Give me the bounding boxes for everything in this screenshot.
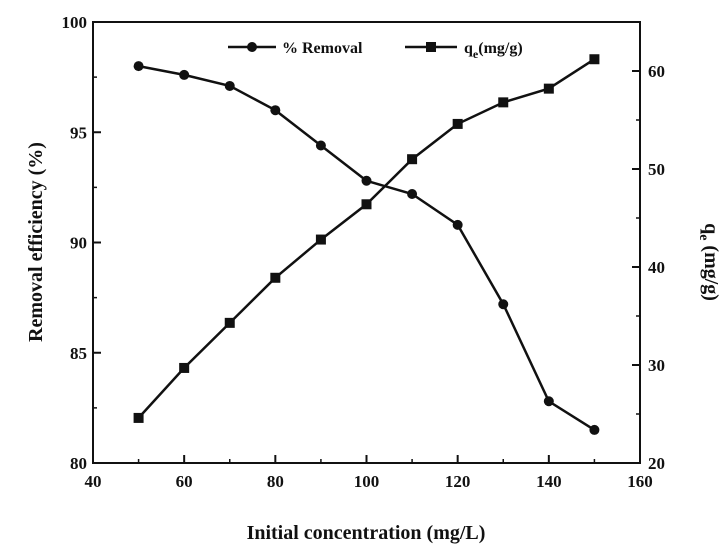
data-point-removal — [270, 105, 281, 116]
data-point-removal — [589, 424, 600, 435]
plot-frame — [92, 21, 641, 464]
data-point-qe — [179, 362, 190, 373]
y-left-tick-label: 80 — [70, 454, 87, 473]
y-left-tick-label: 90 — [70, 234, 87, 253]
x-tick-label: 40 — [85, 472, 102, 491]
data-point-qe — [224, 317, 235, 328]
y-right-tick-label: 20 — [648, 454, 665, 473]
series-layer — [133, 54, 600, 435]
x-tick-label: 80 — [267, 472, 284, 491]
y-left-tick-label: 95 — [70, 123, 87, 142]
data-point-removal — [315, 140, 326, 151]
data-point-qe — [589, 54, 600, 65]
data-point-removal — [543, 396, 554, 407]
legend: % Removal qe(mg/g) — [228, 40, 523, 61]
y-left-tick-label: 100 — [62, 13, 88, 32]
data-point-removal — [452, 219, 463, 230]
x-tick-label: 120 — [445, 472, 471, 491]
data-point-removal — [407, 188, 418, 199]
legend-qe-label: qe(mg/g) — [464, 40, 523, 61]
data-point-removal — [179, 69, 190, 80]
y-right-tick-label: 40 — [648, 258, 665, 277]
y-axis-right-title: qe (mg/g) — [696, 223, 722, 301]
x-tick-label: 160 — [627, 472, 653, 491]
ticks-layer: 40 60 80 100 120 140 160 80 85 90 95 100 20 30 40 50 60 — [62, 13, 666, 491]
legend-qe-marker — [426, 42, 436, 52]
x-tick-label: 140 — [536, 472, 562, 491]
data-point-qe — [452, 118, 463, 129]
y-right-tick-label: 30 — [648, 356, 665, 375]
y-axis-left-title: Removal efficiency (%) — [25, 142, 47, 342]
series-line-qe — [137, 58, 596, 419]
data-point-qe — [498, 97, 509, 108]
y-right-tick-label: 60 — [648, 62, 665, 81]
data-point-removal — [498, 299, 509, 310]
legend-removal-marker — [247, 42, 257, 52]
data-point-qe — [315, 234, 326, 245]
data-point-qe — [543, 83, 554, 94]
data-point-qe — [133, 412, 144, 423]
data-point-qe — [270, 272, 281, 283]
data-point-qe — [407, 154, 418, 165]
x-axis-title: Initial concentration (mg/L) — [247, 522, 486, 544]
legend-removal-label: % Removal — [282, 40, 363, 57]
y-left-tick-label: 85 — [70, 344, 87, 363]
x-tick-label: 100 — [354, 472, 380, 491]
data-point-removal — [133, 61, 144, 72]
series-line-removal — [138, 64, 596, 431]
data-point-removal — [224, 80, 235, 91]
data-point-removal — [361, 175, 372, 186]
y-right-tick-label: 50 — [648, 160, 665, 179]
data-point-qe — [361, 199, 372, 210]
x-tick-label: 60 — [176, 472, 193, 491]
